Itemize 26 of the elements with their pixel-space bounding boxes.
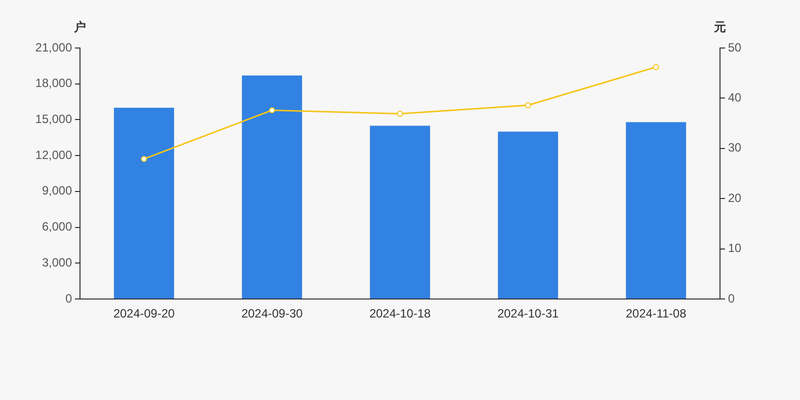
y-tick-label: 18,000 [35, 76, 72, 90]
point [525, 102, 531, 108]
y2-tick-label: 0 [728, 291, 735, 306]
y2-tick-label: 50 [728, 40, 742, 54]
y-tick-label: 3,000 [42, 255, 72, 270]
x-tick-label: 2024-11-08 [626, 306, 687, 321]
y-tick-label: 6,000 [42, 220, 72, 234]
point [269, 107, 275, 114]
y-tick-label: 12,000 [35, 148, 72, 162]
y2-tick-label: 30 [728, 140, 742, 155]
point [653, 64, 659, 70]
y2-axis-title: 元 [713, 20, 726, 34]
y-tick-label: 9,000 [42, 184, 72, 198]
x-tick-label: 2024-10-18 [369, 306, 432, 321]
x-tick-label: 2024-09-20 [113, 306, 176, 321]
point [397, 110, 403, 117]
y2-tick-label: 40 [728, 90, 742, 105]
y-tick-label: 0 [65, 291, 72, 306]
y-tick-label: 21,000 [35, 40, 72, 54]
point [141, 156, 147, 162]
y-axis-title: 户 [73, 20, 86, 34]
y2-tick-label: 10 [728, 241, 742, 256]
x-tick-label: 2024-09-30 [241, 306, 304, 321]
x-tick-label: 2024-10-31 [497, 306, 560, 321]
y2-tick-label: 20 [728, 190, 742, 205]
y-tick-label: 15,000 [35, 112, 72, 126]
